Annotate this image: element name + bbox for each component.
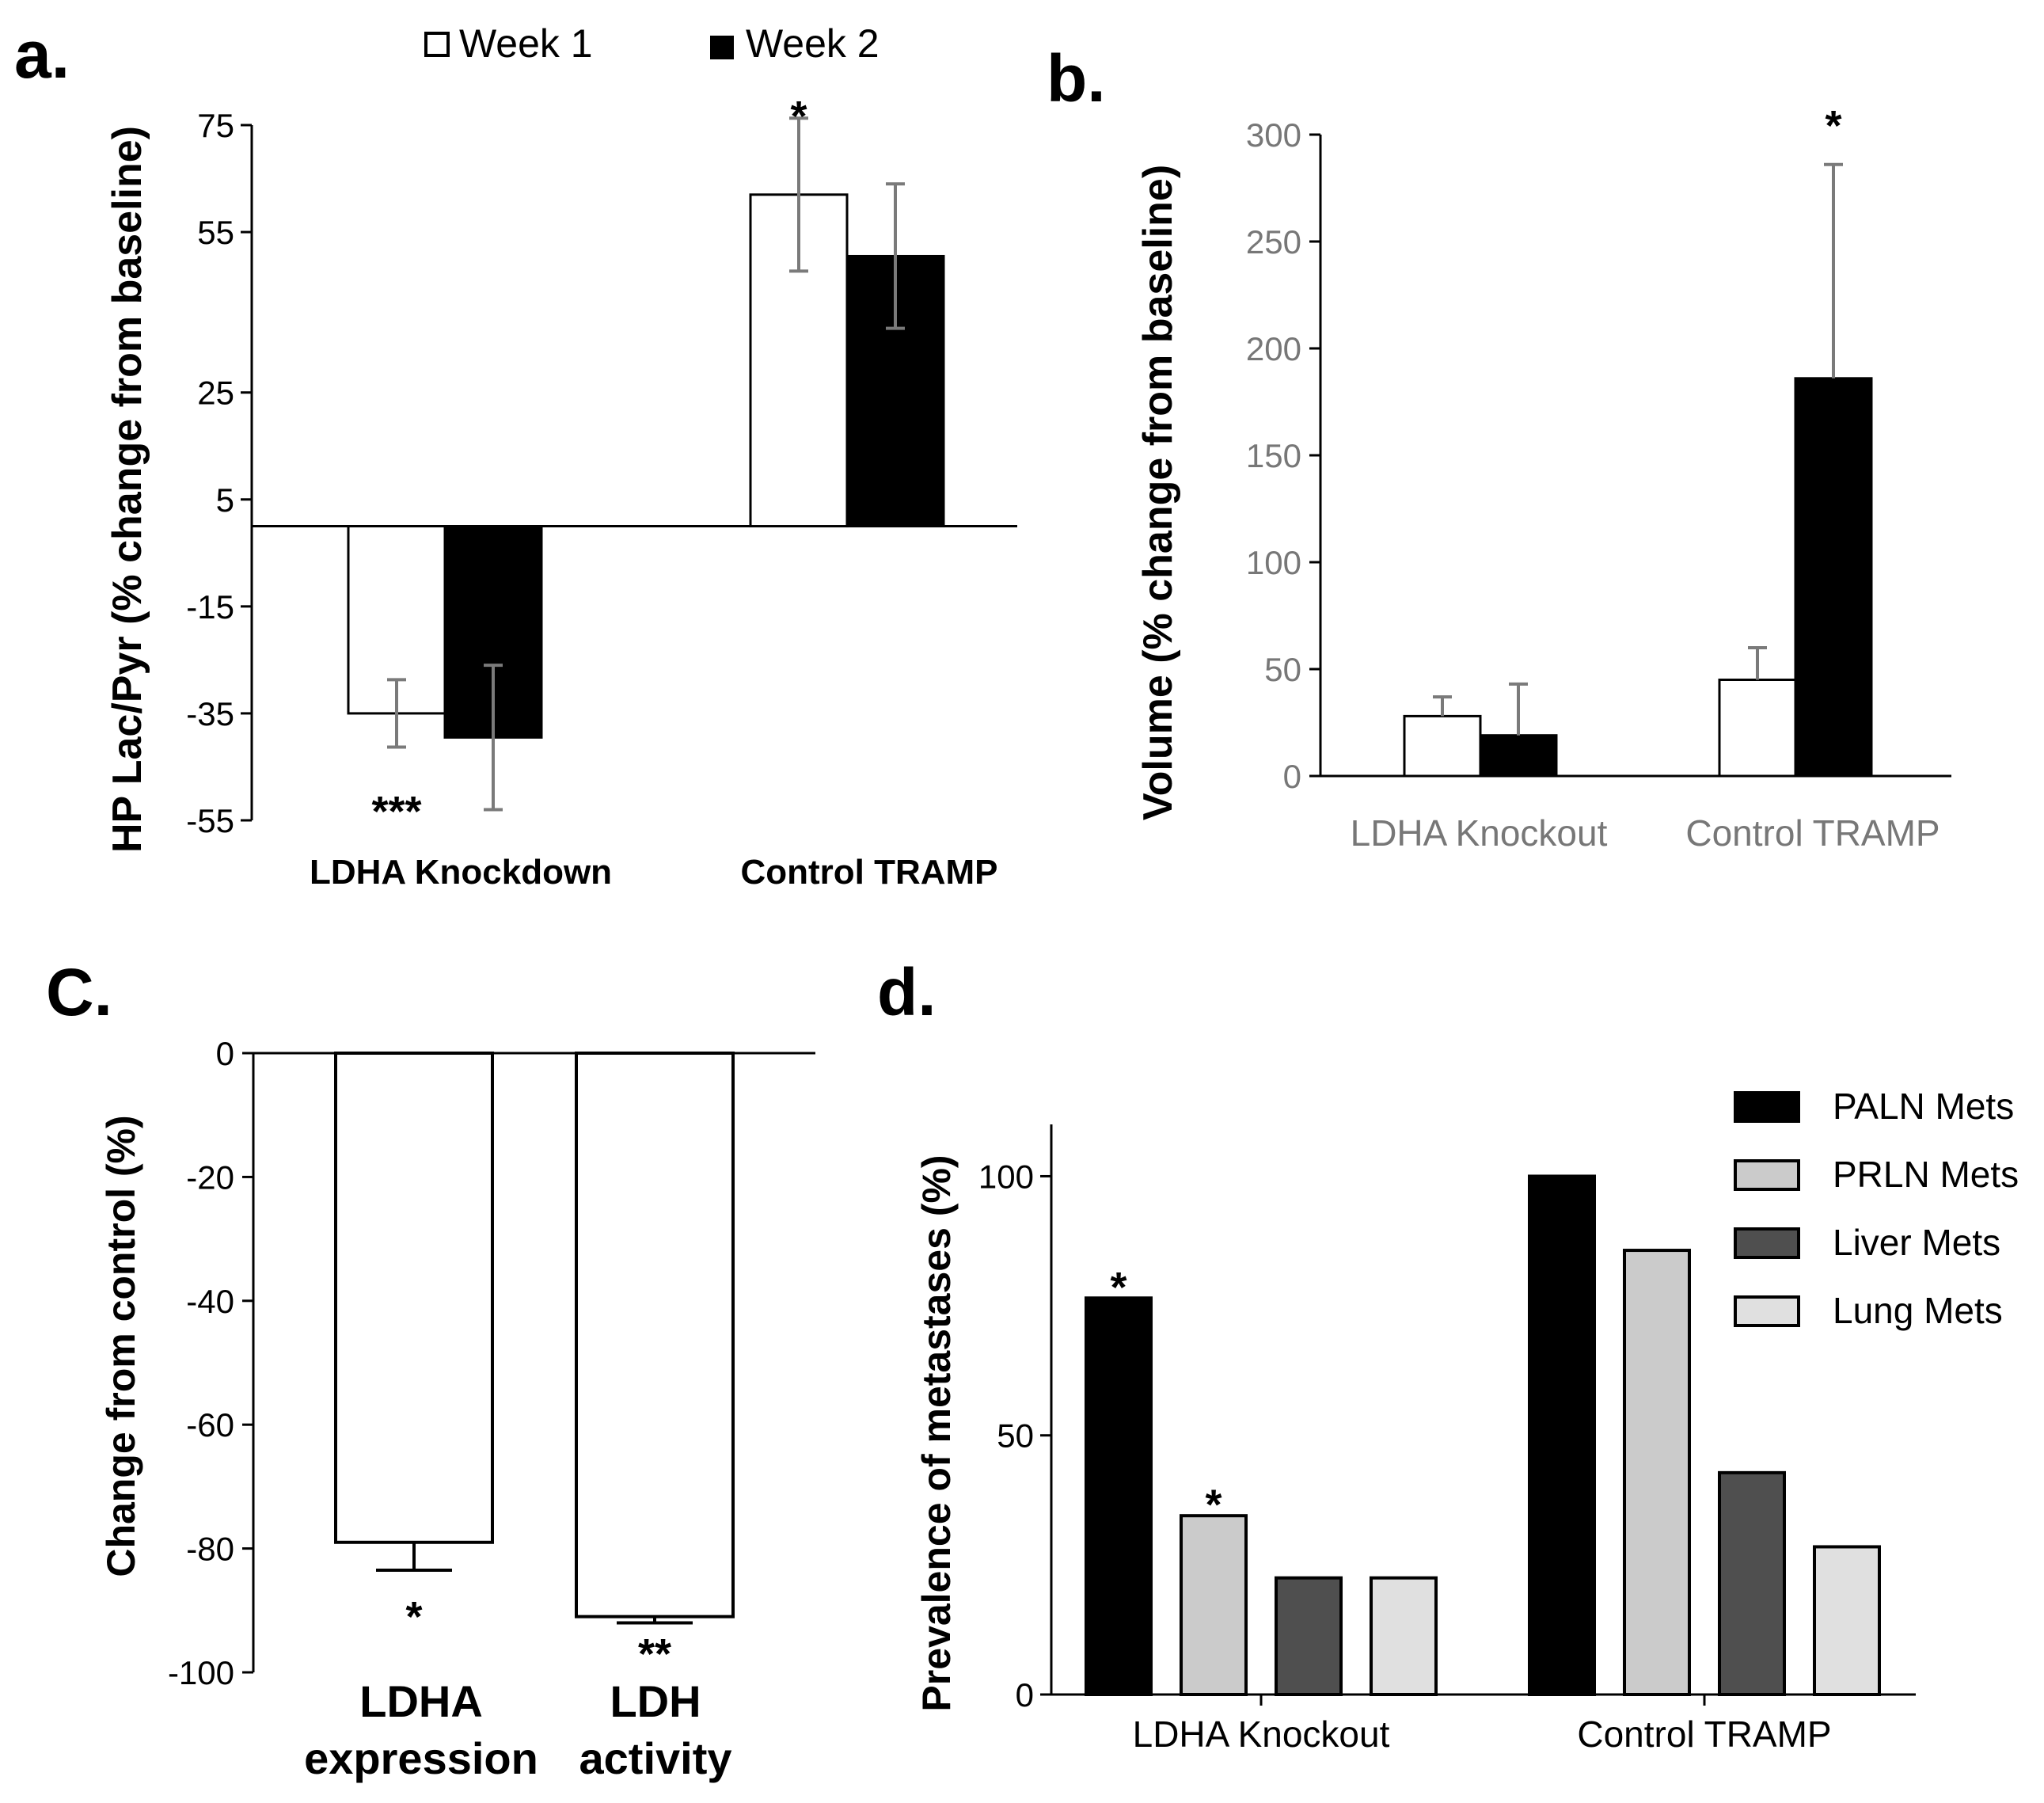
bar-liver-mets-ldha-knockout — [1275, 1576, 1343, 1697]
x-tick-label-ldha-knockout: LDHA Knockout — [1351, 812, 1608, 854]
y-tick-label: -55 — [186, 802, 234, 839]
x-tick-label-ldh-line-1: LDH — [610, 1676, 701, 1726]
panel-b: Volume (% change from baseline) LDHA Kno… — [1135, 102, 1951, 854]
significance-marker: * — [790, 93, 807, 140]
legend-label-prln-mets: PRLN Mets — [1833, 1154, 2019, 1195]
x-tick-label-control-tramp: Control TRAMP — [1577, 1714, 1831, 1755]
y-tick-label: -20 — [186, 1158, 234, 1196]
y-tick-label: -15 — [186, 588, 234, 626]
y-tick-label: 200 — [1246, 330, 1301, 367]
legend-swatch-liver-mets — [1734, 1227, 1800, 1259]
legend-label-liver-mets: Liver Mets — [1833, 1222, 2000, 1263]
y-tick-label: 75 — [197, 107, 234, 144]
bar-prln-mets-control-tramp — [1623, 1249, 1691, 1696]
legend-swatch-week-1 — [424, 32, 450, 57]
bar-week-2-ldha-knockout — [1479, 734, 1558, 778]
panel-label-d: d. — [877, 955, 937, 1029]
panel-a: HP Lac/Pyr (% change from baseline) LDHA… — [104, 93, 1017, 892]
bar-paln-mets-control-tramp — [1528, 1174, 1596, 1697]
panel-c: Change from control (%) LDHA expression … — [99, 1035, 815, 1783]
y-tick-label: 50 — [997, 1417, 1034, 1455]
x-tick-label-ldha-knockout: LDHA Knockout — [1133, 1714, 1390, 1755]
y-tick-label: 0 — [216, 1035, 234, 1072]
x-tick-label-ldha-knockdown: LDHA Knockdown — [310, 853, 612, 892]
legend-swatch-week-2 — [710, 36, 734, 59]
panel-d: Prevalence of metastases (%) LDHA Knocko… — [914, 1086, 2019, 1755]
x-tick-label-ldh-line-2: activity — [579, 1733, 732, 1783]
legend-label-paln-mets: PALN Mets — [1833, 1086, 2014, 1127]
y-tick-label: 0 — [1016, 1676, 1034, 1714]
bar-paln-mets-ldha-knockout — [1085, 1296, 1153, 1696]
x-tick-label-ldha-line-1: LDHA — [359, 1676, 483, 1726]
y-axis-label: HP Lac/Pyr (% change from baseline) — [104, 126, 150, 853]
y-tick-label: 300 — [1246, 116, 1301, 154]
legend-swatch-prln-mets — [1734, 1159, 1800, 1191]
y-tick-label: 5 — [216, 481, 234, 519]
y-tick-label: -100 — [168, 1654, 234, 1691]
panel-label-b: b. — [1047, 41, 1106, 116]
significance-marker: ** — [638, 1630, 671, 1678]
y-tick-label: 55 — [197, 214, 234, 251]
legend-swatch-paln-mets — [1734, 1091, 1800, 1123]
bar-week-2-control-tramp — [1794, 377, 1873, 778]
bar-ldha-expression — [334, 1052, 494, 1544]
significance-marker: *** — [371, 788, 421, 835]
bar-lung-mets-ldha-knockout — [1370, 1576, 1438, 1697]
x-tick-label-control-tramp: Control TRAMP — [740, 853, 997, 892]
legend-label-lung-mets: Lung Mets — [1833, 1290, 2003, 1331]
y-tick-label: 250 — [1246, 223, 1301, 261]
bar-lung-mets-control-tramp — [1813, 1545, 1881, 1697]
y-tick-label: 150 — [1246, 437, 1301, 474]
y-tick-label: -60 — [186, 1406, 234, 1444]
significance-marker: * — [1825, 102, 1841, 150]
y-axis-label: Change from control (%) — [99, 1115, 143, 1577]
legend-label-week-2: Week 2 — [746, 21, 880, 66]
legend-label-week-1: Week 1 — [459, 21, 593, 66]
x-tick-label-ldha-line-2: expression — [304, 1733, 538, 1783]
y-axis-label: Volume (% change from baseline) — [1135, 165, 1181, 820]
bar-liver-mets-control-tramp — [1718, 1470, 1786, 1696]
panel-label-c: C. — [46, 955, 112, 1029]
y-tick-label: 100 — [978, 1158, 1034, 1195]
bar-prln-mets-ldha-knockout — [1180, 1514, 1248, 1696]
bar-week-1-control-tramp — [1718, 679, 1797, 778]
y-axis-label: Prevalence of metastases (%) — [914, 1154, 959, 1711]
bar-week-1-ldha-knockout — [1403, 714, 1482, 778]
significance-marker: * — [405, 1593, 422, 1641]
y-tick-label: 100 — [1246, 544, 1301, 581]
significance-marker: * — [1110, 1264, 1126, 1311]
significance-marker: * — [1205, 1482, 1221, 1529]
y-tick-label: -40 — [186, 1283, 234, 1320]
x-tick-label-control-tramp: Control TRAMP — [1685, 812, 1940, 854]
y-tick-label: -35 — [186, 695, 234, 732]
y-tick-label: 25 — [197, 375, 234, 412]
bar-ldh-activity — [575, 1052, 735, 1619]
panel-label-a: a. — [14, 17, 70, 92]
y-tick-label: 50 — [1264, 651, 1301, 688]
y-tick-label: 0 — [1283, 758, 1301, 795]
y-tick-label: -80 — [186, 1531, 234, 1568]
legend-swatch-lung-mets — [1734, 1295, 1800, 1327]
